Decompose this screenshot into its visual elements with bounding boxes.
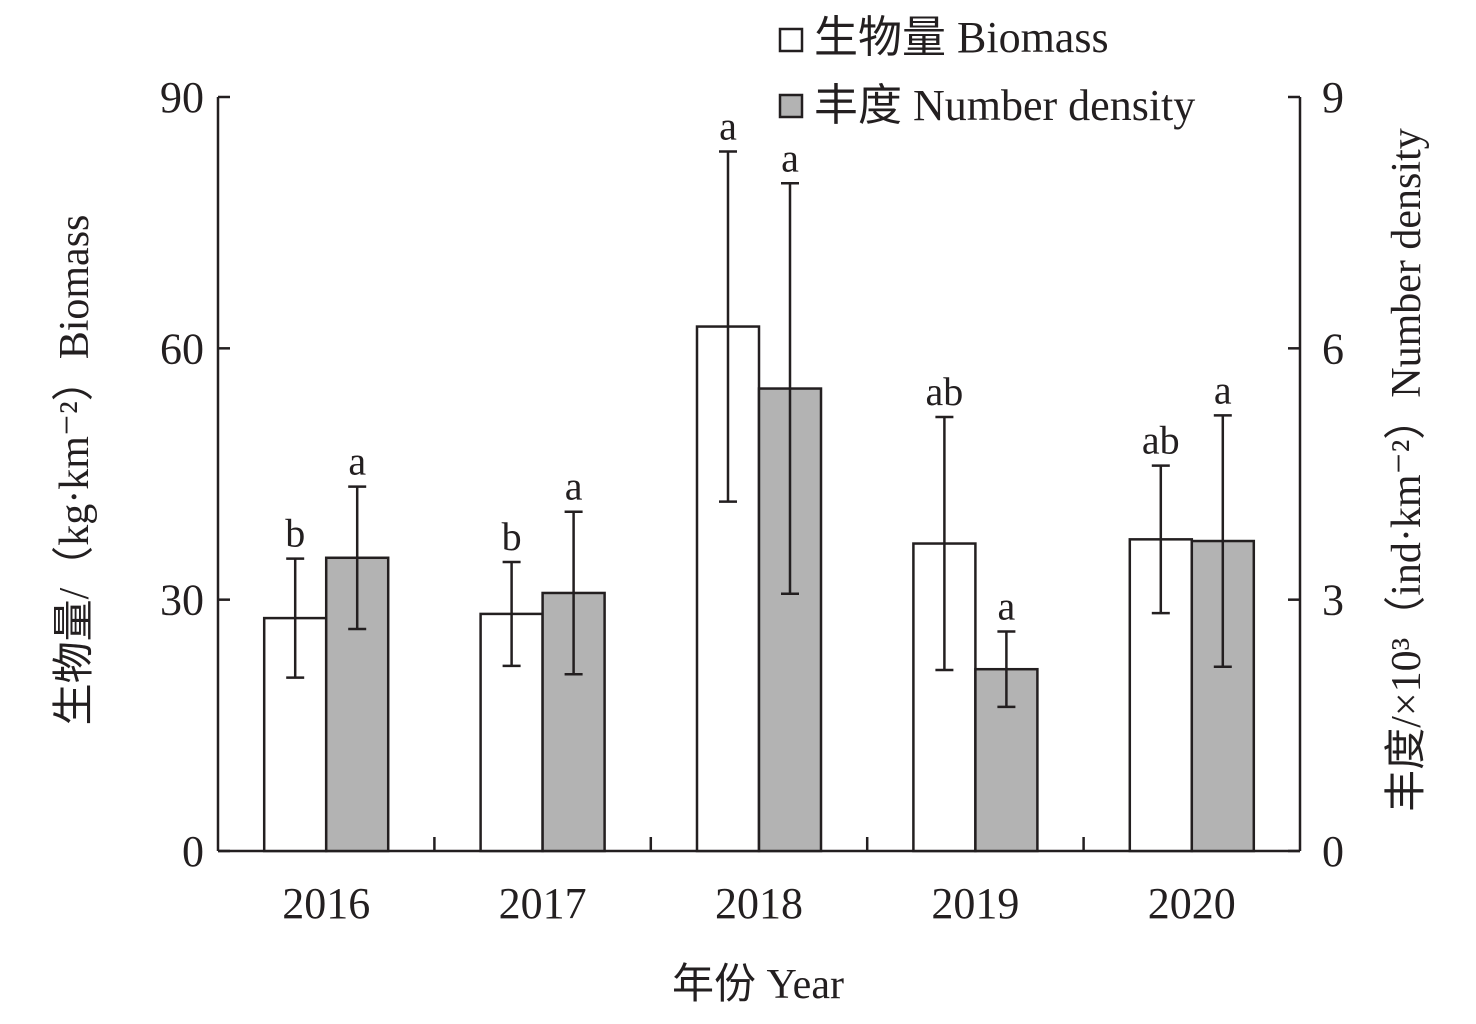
y-left-tick-label-0: 0 xyxy=(182,827,204,876)
y-left-tick-label-2: 60 xyxy=(160,324,204,373)
x-tick-label-2018: 2018 xyxy=(715,879,803,928)
y-left-tick-label-1: 30 xyxy=(160,576,204,625)
x-axis-title: 年份 Year xyxy=(672,961,844,1008)
y-right-tick-label-3: 9 xyxy=(1322,73,1344,122)
bars xyxy=(262,325,1256,853)
significance-label-number-density-2018: a xyxy=(781,135,799,180)
y-right-tick-label-1: 3 xyxy=(1322,576,1344,625)
significance-label-biomass-2019: ab xyxy=(926,369,964,414)
significance-label-number-density-2020: a xyxy=(1214,367,1232,412)
y-left-tick-label-3: 90 xyxy=(160,73,204,122)
x-tick-label-2016: 2016 xyxy=(282,879,370,928)
significance-label-number-density-2016: a xyxy=(348,439,366,484)
significance-label-biomass-2018: a xyxy=(719,103,737,148)
legend-swatch-biomass xyxy=(778,27,804,53)
labels: 030609003692016ba2017ba2018aa2019aba2020… xyxy=(160,73,1344,928)
legend-swatch-number-density xyxy=(778,93,804,119)
significance-label-biomass-2017: b xyxy=(502,514,522,559)
legend: 生物量 Biomass 丰度 Number density xyxy=(778,13,1195,130)
legend-label-number-density: 丰度 Number density xyxy=(814,81,1195,130)
y-right-tick-label-2: 6 xyxy=(1322,324,1344,373)
legend-label-biomass: 生物量 Biomass xyxy=(814,13,1109,62)
error-bars xyxy=(286,150,1232,709)
significance-label-biomass-2020: ab xyxy=(1142,418,1180,463)
y-axis-title-left: 生物量/（kg·km⁻²）Biomass xyxy=(52,215,98,726)
bar-number-density-2020 xyxy=(1190,539,1256,853)
significance-label-number-density-2017: a xyxy=(565,464,583,509)
significance-label-biomass-2016: b xyxy=(285,511,305,556)
x-tick-label-2017: 2017 xyxy=(499,879,587,928)
y-right-tick-label-0: 0 xyxy=(1322,827,1344,876)
x-tick-label-2020: 2020 xyxy=(1148,879,1236,928)
significance-label-number-density-2019: a xyxy=(998,584,1016,629)
x-tick-label-2019: 2019 xyxy=(931,879,1019,928)
y-axis-title-right: 丰度/×10³（ind·km⁻²）Number density xyxy=(1384,128,1430,812)
